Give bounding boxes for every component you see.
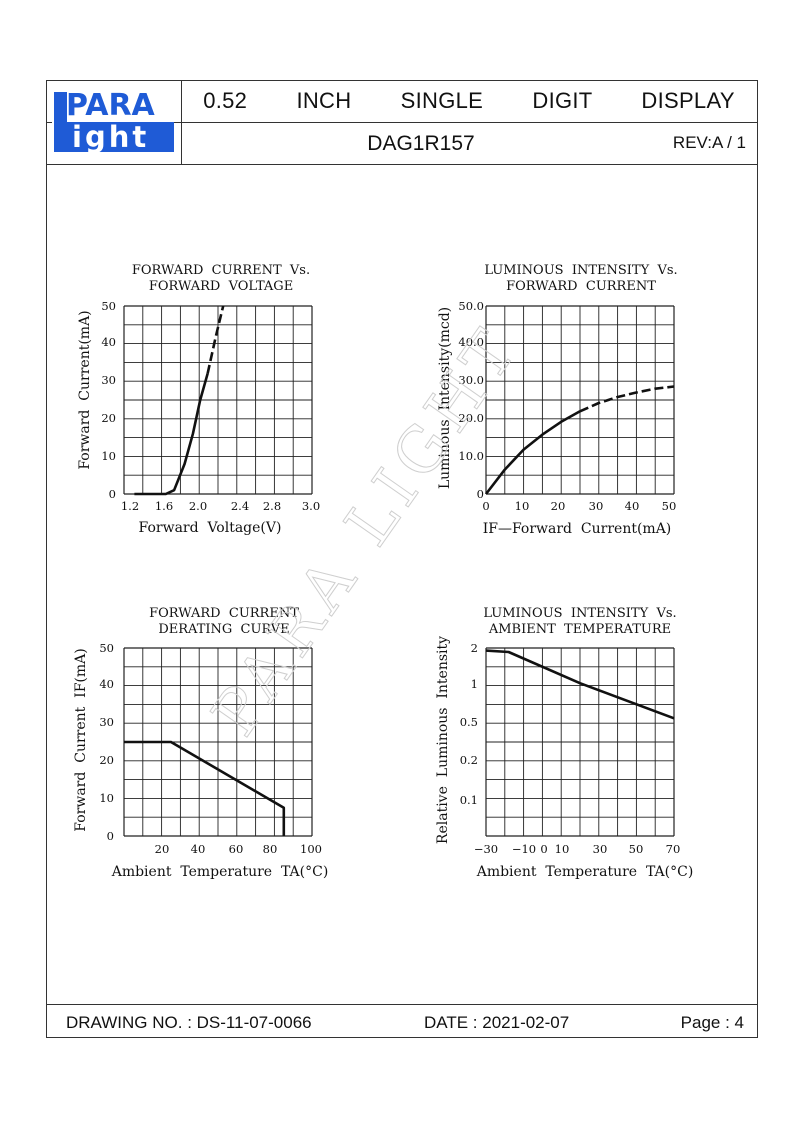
x-axis-label: Forward Voltage(V) (139, 520, 282, 536)
y-tick-label: 40 (99, 677, 114, 691)
logo-text-para: PARA (66, 88, 156, 123)
x-tick-label: 20 (551, 499, 566, 513)
x-tick-label: 80 (263, 842, 278, 856)
logo-text-ight: ight (72, 120, 149, 154)
y-tick-label: 10 (101, 449, 116, 463)
logo-l-bar (54, 92, 67, 152)
x-tick-label: 2.8 (263, 499, 281, 513)
x-tick-label: 50 (629, 842, 644, 856)
y-tick-label: 40 (101, 335, 116, 349)
drawing-date: DATE : 2021-02-07 (424, 1013, 570, 1032)
document-frame (46, 80, 758, 1038)
chart-luminous-intensity-vs-current: LUMINOUS INTENSITY Vs.FORWARD CURRENT IF—… (437, 263, 678, 537)
header-divider (46, 122, 758, 123)
y-tick-label: 0.5 (460, 715, 478, 729)
page-number: Page : 4 (680, 1013, 744, 1032)
para-light-logo: PARA ight (52, 86, 174, 156)
chart-title-line: DERATING CURVE (158, 622, 289, 637)
series-line-solid (124, 740, 286, 836)
x-tick-label: 1.2 (121, 499, 139, 513)
x-tick-label: 2.4 (231, 499, 249, 513)
series-line-solid (484, 410, 581, 495)
y-tick-label: 0 (477, 487, 484, 501)
logo-lower-band (67, 122, 174, 152)
series-line-solid (134, 373, 209, 496)
chart-title-line: FORWARD CURRENT Vs. (132, 263, 310, 278)
x-axis-label: Ambient Temperature TA(°C) (111, 864, 329, 880)
x-tick-label: 30 (593, 842, 608, 856)
header-bottom-border (46, 164, 758, 165)
x-tick-label: 10 (555, 842, 570, 856)
series-line-dashed (579, 385, 675, 413)
part-number: DAG1R157 (367, 132, 475, 155)
y-tick-label: 50 (99, 641, 114, 655)
x-tick-label: 40 (191, 842, 206, 856)
x-tick-label: 0 (540, 842, 547, 856)
y-tick-label: 10.0 (458, 449, 484, 463)
y-axis-label: Forward Current(mA) (77, 310, 93, 469)
y-tick-label: 40.0 (458, 335, 484, 349)
y-tick-label: 50 (101, 299, 116, 313)
x-tick-label: 10 (515, 499, 530, 513)
y-tick-label: 50.0 (458, 299, 484, 313)
y-tick-label: 0 (107, 829, 114, 843)
y-axis-label: Luminous Intensity(mcd) (437, 307, 453, 489)
x-axis-label: IF—Forward Current(mA) (483, 521, 672, 537)
footer-divider (46, 1004, 758, 1005)
y-tick-label: 20 (101, 411, 116, 425)
x-tick-label: 30 (589, 499, 604, 513)
x-tick-label: 20 (155, 842, 170, 856)
x-tick-label: 1.6 (155, 499, 173, 513)
x-tick-label: 40 (625, 499, 640, 513)
y-tick-label: 20 (99, 753, 114, 767)
chart-forward-current-vs-voltage: FORWARD CURRENT Vs.FORWARD VOLTAGE Forwar… (77, 263, 320, 536)
x-tick-label: 2.0 (189, 499, 207, 513)
drawing-number: DRAWING NO. : DS-11-07-0066 (66, 1013, 312, 1032)
x-tick-label: 3.0 (302, 499, 320, 513)
chart-title-line: FORWARD CURRENT (506, 279, 656, 294)
y-tick-label: 0.1 (460, 793, 478, 807)
y-tick-label: 10 (99, 791, 114, 805)
chart-title-line: FORWARD VOLTAGE (149, 279, 293, 294)
y-tick-label: 30 (101, 373, 116, 387)
x-tick-label: 100 (300, 842, 322, 856)
x-tick-label: 50 (662, 499, 677, 513)
x-tick-label: −30 (474, 842, 498, 856)
series-line-dashed (206, 305, 225, 374)
y-tick-label: 2 (471, 641, 478, 655)
revision-label: REV:A / 1 (672, 133, 746, 152)
y-tick-label: 1 (471, 677, 478, 691)
y-tick-label: 0.2 (460, 753, 478, 767)
y-tick-label: 30.0 (458, 373, 484, 387)
chart-title-line: AMBIENT TEMPERATURE (488, 622, 671, 637)
y-axis-label: Relative Luminous Intensity (435, 636, 451, 844)
x-tick-label: −10 (512, 842, 536, 856)
logo-divider (181, 80, 182, 164)
y-tick-label: 20.0 (458, 411, 484, 425)
x-axis-label: Ambient Temperature TA(°C) (476, 864, 694, 880)
y-axis-label: Forward Current IF(mA) (73, 648, 89, 831)
y-tick-label: 30 (99, 715, 114, 729)
series-line-solid (485, 649, 675, 720)
x-tick-label: 0 (482, 499, 489, 513)
chart-title-line: LUMINOUS INTENSITY Vs. (483, 606, 676, 621)
chart-title-line: LUMINOUS INTENSITY Vs. (484, 263, 677, 278)
x-tick-label: 60 (229, 842, 244, 856)
x-tick-label: 70 (666, 842, 681, 856)
chart-luminous-intensity-vs-temperature: LUMINOUS INTENSITY Vs.AMBIENT TEMPERATUR… (435, 606, 693, 880)
chart-title-line: FORWARD CURRENT (149, 606, 299, 621)
document-title: 0.52 INCH SINGLE DIGIT DISPLAY (203, 88, 735, 113)
y-tick-label: 0 (109, 487, 116, 501)
